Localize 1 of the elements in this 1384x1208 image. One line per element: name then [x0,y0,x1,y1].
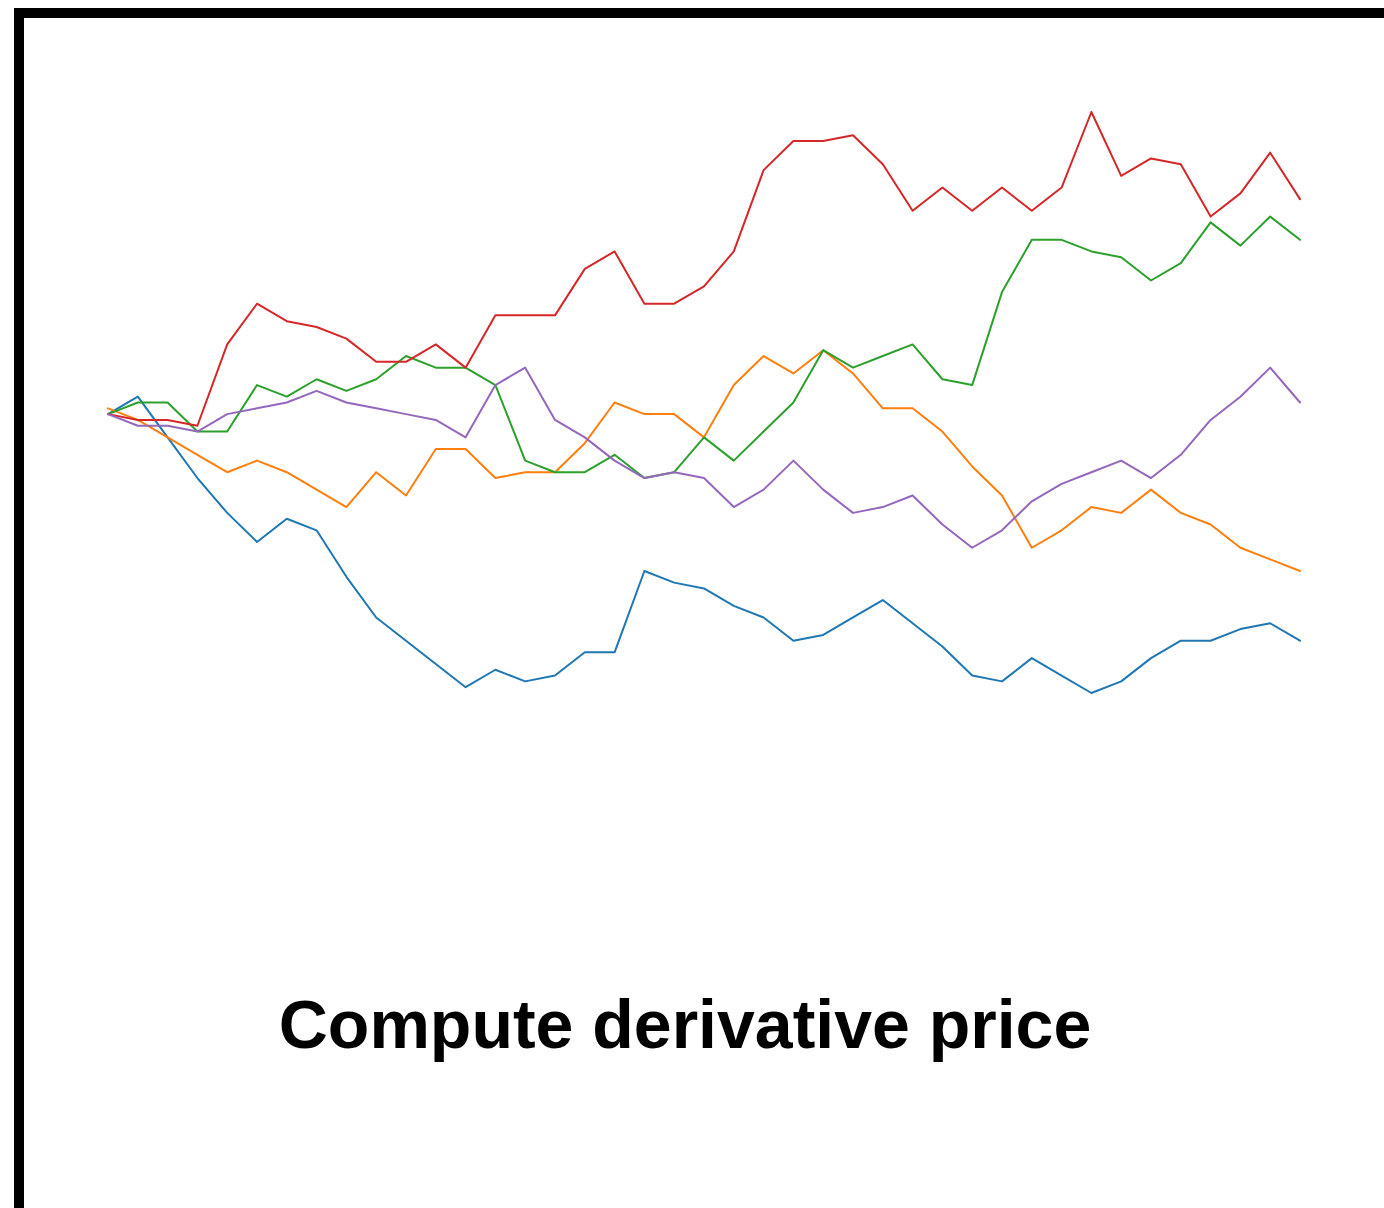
text: Compute derivative price [278,986,1092,1062]
